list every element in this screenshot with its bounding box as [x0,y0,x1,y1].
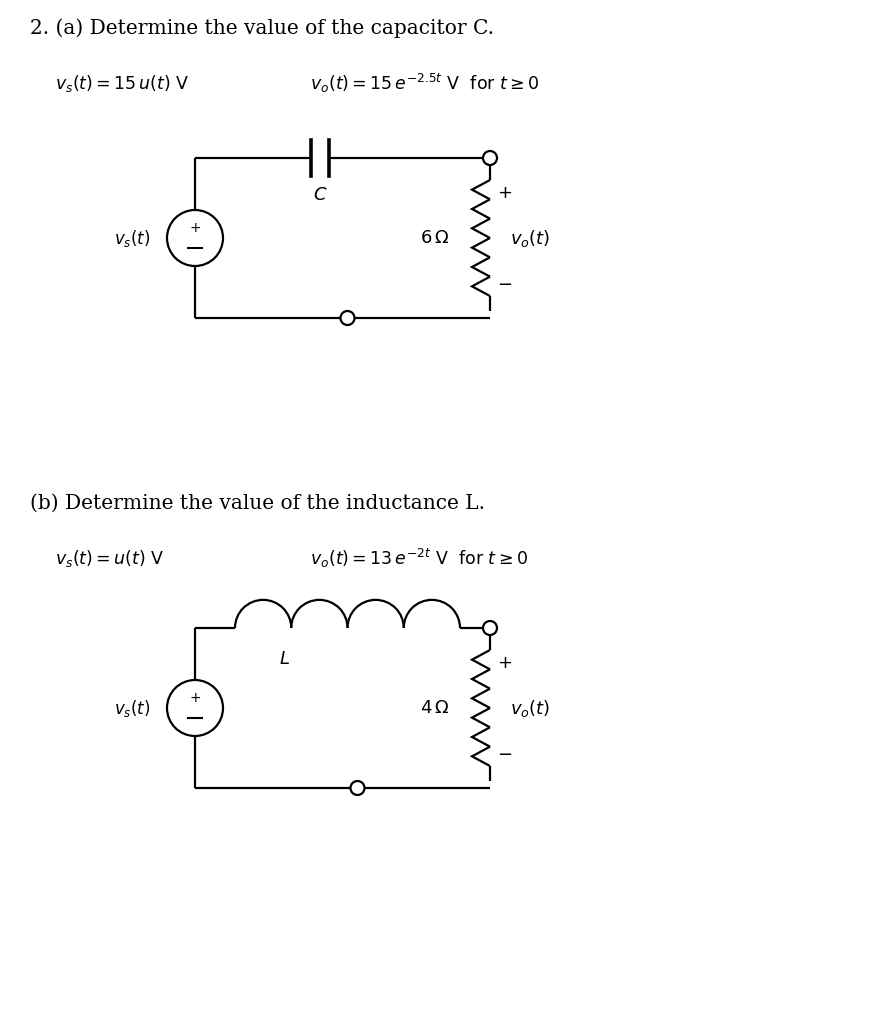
Text: $v_o(t) = 15\,e^{-2.5t}\ \mathrm{V}\ \ \mathrm{for}\ t \geq 0$: $v_o(t) = 15\,e^{-2.5t}\ \mathrm{V}\ \ \… [310,72,539,94]
Text: $v_s(t) = 15\,u(t)\ \mathrm{V}$: $v_s(t) = 15\,u(t)\ \mathrm{V}$ [55,73,189,93]
Circle shape [167,210,223,266]
Text: $v_s(t)$: $v_s(t)$ [113,228,150,248]
Text: +: + [497,184,512,202]
Text: L: L [280,650,290,668]
Text: C: C [314,186,326,204]
Text: $4\,\Omega$: $4\,\Omega$ [420,699,450,717]
Circle shape [483,621,497,635]
Text: +: + [497,654,512,672]
Text: $v_o(t)$: $v_o(t)$ [510,698,551,718]
Text: $v_o(t) = 13\,e^{-2t}\ \mathrm{V}\ \ \mathrm{for}\ t \geq 0$: $v_o(t) = 13\,e^{-2t}\ \mathrm{V}\ \ \ma… [310,546,528,569]
Text: $v_s(t) = u(t)\ \mathrm{V}$: $v_s(t) = u(t)\ \mathrm{V}$ [55,547,165,568]
Text: $-$: $-$ [497,274,512,292]
Text: $6\,\Omega$: $6\,\Omega$ [420,229,450,247]
Circle shape [483,151,497,165]
Circle shape [167,680,223,736]
Text: +: + [189,221,201,235]
Text: $v_o(t)$: $v_o(t)$ [510,228,551,248]
Circle shape [351,781,365,795]
Text: (b) Determine the value of the inductance L.: (b) Determine the value of the inductanc… [30,493,485,513]
Text: $v_s(t)$: $v_s(t)$ [113,698,150,718]
Circle shape [340,311,354,325]
Text: $-$: $-$ [497,744,512,762]
Text: 2. (a) Determine the value of the capacitor C.: 2. (a) Determine the value of the capaci… [30,18,494,37]
Text: +: + [189,691,201,705]
